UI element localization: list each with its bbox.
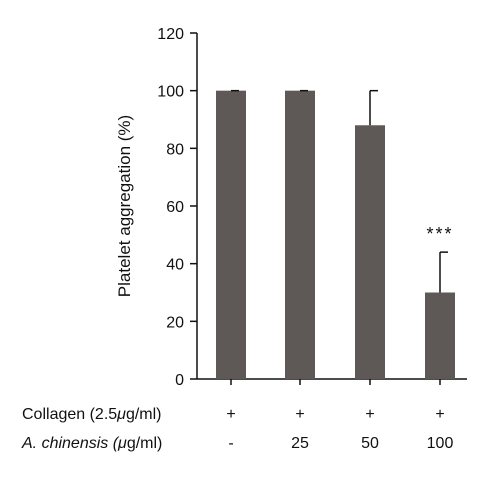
- y-axis-label: Platelet aggregation (%): [115, 115, 134, 297]
- treatment-value: -: [228, 435, 233, 452]
- treatment-value: 100: [427, 435, 454, 452]
- treatment-value: +: [226, 406, 235, 423]
- treatment-row-label: Collagen (2.5μg/ml): [22, 406, 162, 423]
- treatment-value: 50: [361, 435, 379, 452]
- treatment-value: +: [365, 406, 374, 423]
- y-axis: 0 20 40 60 80 100 120: [157, 26, 198, 389]
- treatment-value: +: [295, 406, 304, 423]
- y-tick-label: 60: [166, 199, 184, 216]
- x-axis: [197, 378, 467, 385]
- y-tick-label: 40: [166, 257, 184, 274]
- y-tick-label: 100: [157, 84, 184, 101]
- treatment-value: 25: [291, 435, 309, 452]
- y-tick-label: 80: [166, 141, 184, 158]
- treatment-value: +: [435, 406, 444, 423]
- bar: [425, 292, 455, 379]
- y-tick-label: 20: [166, 314, 184, 331]
- bar: [355, 125, 385, 380]
- treatment-row-label: A. chinensis (μg/ml): [21, 435, 162, 452]
- bar: [216, 90, 246, 380]
- y-tick-label: 0: [175, 372, 184, 389]
- bar: [285, 90, 315, 380]
- bars: ***: [216, 89, 455, 380]
- y-tick-label: 120: [157, 26, 184, 43]
- significance-label: ***: [426, 224, 453, 244]
- treatment-rows: Collagen (2.5μg/ml) + + + + A. chinensis (μg/…: [21, 406, 453, 452]
